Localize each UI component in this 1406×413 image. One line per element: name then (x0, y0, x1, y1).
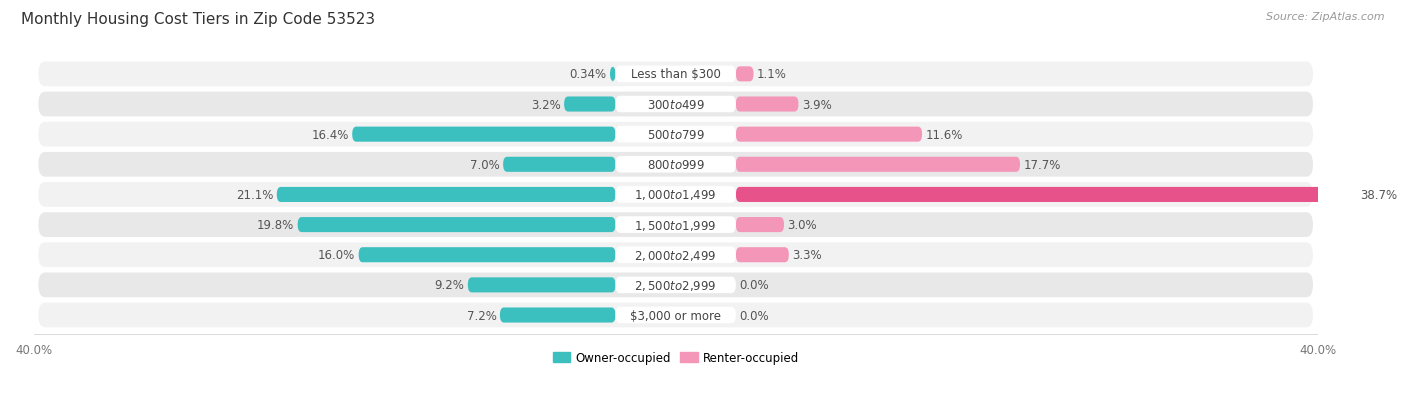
Text: 3.0%: 3.0% (787, 218, 817, 232)
Text: Source: ZipAtlas.com: Source: ZipAtlas.com (1267, 12, 1385, 22)
FancyBboxPatch shape (38, 243, 1313, 268)
FancyBboxPatch shape (616, 126, 735, 143)
FancyBboxPatch shape (38, 273, 1313, 297)
FancyBboxPatch shape (38, 152, 1313, 177)
Text: 0.34%: 0.34% (569, 68, 607, 81)
Text: 9.2%: 9.2% (434, 279, 464, 292)
FancyBboxPatch shape (735, 67, 754, 82)
FancyBboxPatch shape (735, 127, 922, 142)
FancyBboxPatch shape (735, 188, 1357, 202)
FancyBboxPatch shape (616, 187, 735, 203)
Text: 3.2%: 3.2% (531, 98, 561, 111)
FancyBboxPatch shape (501, 308, 616, 323)
Text: 7.2%: 7.2% (467, 309, 496, 322)
FancyBboxPatch shape (735, 157, 1019, 172)
Text: $300 to $499: $300 to $499 (647, 98, 704, 111)
FancyBboxPatch shape (616, 247, 735, 263)
FancyBboxPatch shape (616, 217, 735, 233)
FancyBboxPatch shape (735, 97, 799, 112)
FancyBboxPatch shape (564, 97, 616, 112)
Text: 19.8%: 19.8% (257, 218, 294, 232)
Text: $2,000 to $2,499: $2,000 to $2,499 (634, 248, 717, 262)
Text: 38.7%: 38.7% (1361, 188, 1398, 202)
FancyBboxPatch shape (616, 66, 735, 83)
Text: $3,000 or more: $3,000 or more (630, 309, 721, 322)
Text: 11.6%: 11.6% (925, 128, 963, 141)
FancyBboxPatch shape (353, 127, 616, 142)
Text: 16.4%: 16.4% (312, 128, 349, 141)
FancyBboxPatch shape (616, 157, 735, 173)
FancyBboxPatch shape (38, 123, 1313, 147)
Legend: Owner-occupied, Renter-occupied: Owner-occupied, Renter-occupied (548, 347, 803, 369)
Text: $2,500 to $2,999: $2,500 to $2,999 (634, 278, 717, 292)
Text: $1,000 to $1,499: $1,000 to $1,499 (634, 188, 717, 202)
FancyBboxPatch shape (468, 278, 616, 293)
Text: 1.1%: 1.1% (756, 68, 786, 81)
FancyBboxPatch shape (298, 218, 616, 233)
Text: 7.0%: 7.0% (470, 159, 501, 171)
Text: 21.1%: 21.1% (236, 188, 274, 202)
FancyBboxPatch shape (735, 247, 789, 263)
FancyBboxPatch shape (277, 188, 616, 202)
FancyBboxPatch shape (38, 183, 1313, 207)
FancyBboxPatch shape (38, 303, 1313, 328)
Text: 3.3%: 3.3% (792, 249, 821, 261)
Text: $500 to $799: $500 to $799 (647, 128, 704, 141)
Text: 0.0%: 0.0% (740, 309, 769, 322)
FancyBboxPatch shape (616, 307, 735, 323)
FancyBboxPatch shape (38, 213, 1313, 237)
Text: $800 to $999: $800 to $999 (647, 159, 704, 171)
Text: 3.9%: 3.9% (801, 98, 831, 111)
Text: 16.0%: 16.0% (318, 249, 356, 261)
FancyBboxPatch shape (359, 247, 616, 263)
Text: 0.0%: 0.0% (740, 279, 769, 292)
FancyBboxPatch shape (616, 97, 735, 113)
Text: Less than $300: Less than $300 (631, 68, 721, 81)
FancyBboxPatch shape (616, 277, 735, 294)
FancyBboxPatch shape (503, 157, 616, 172)
Text: 17.7%: 17.7% (1024, 159, 1060, 171)
FancyBboxPatch shape (38, 93, 1313, 117)
FancyBboxPatch shape (735, 218, 785, 233)
FancyBboxPatch shape (38, 62, 1313, 87)
Text: $1,500 to $1,999: $1,500 to $1,999 (634, 218, 717, 232)
Text: Monthly Housing Cost Tiers in Zip Code 53523: Monthly Housing Cost Tiers in Zip Code 5… (21, 12, 375, 27)
FancyBboxPatch shape (610, 67, 616, 82)
